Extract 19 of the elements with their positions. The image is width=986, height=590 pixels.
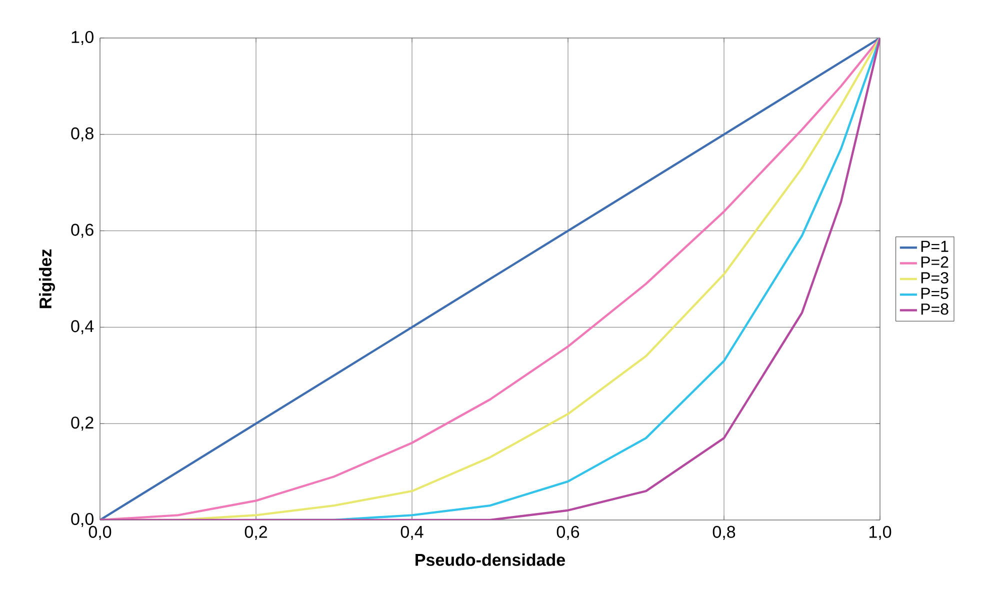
x-tick-label: 0,6 <box>556 526 580 540</box>
x-tick-label: 1,0 <box>869 526 892 540</box>
y-tick-label: 0,2 <box>71 416 94 431</box>
legend-label: P=3 <box>921 272 948 284</box>
x-axis-title: Pseudo-densidade <box>416 553 566 566</box>
y-tick-label: 0,0 <box>71 512 94 528</box>
x-tick-label: 0,4 <box>400 526 424 540</box>
x-tick-label: 0,8 <box>712 526 736 540</box>
x-tick-label: 0,2 <box>244 526 267 540</box>
legend-label: P=1 <box>921 240 948 252</box>
legend-label: P=5 <box>921 288 948 300</box>
x-tick-label: 0,0 <box>88 526 112 540</box>
legend-label: P=8 <box>921 303 948 315</box>
y-tick-label: 0,8 <box>71 127 94 142</box>
y-tick-label: 0,4 <box>71 320 94 334</box>
y-axis-title: Rigidez <box>39 249 55 308</box>
y-tick-label: 0,6 <box>71 224 94 238</box>
y-tick-label: 1,0 <box>72 30 94 46</box>
legend-label: P=2 <box>921 256 948 268</box>
